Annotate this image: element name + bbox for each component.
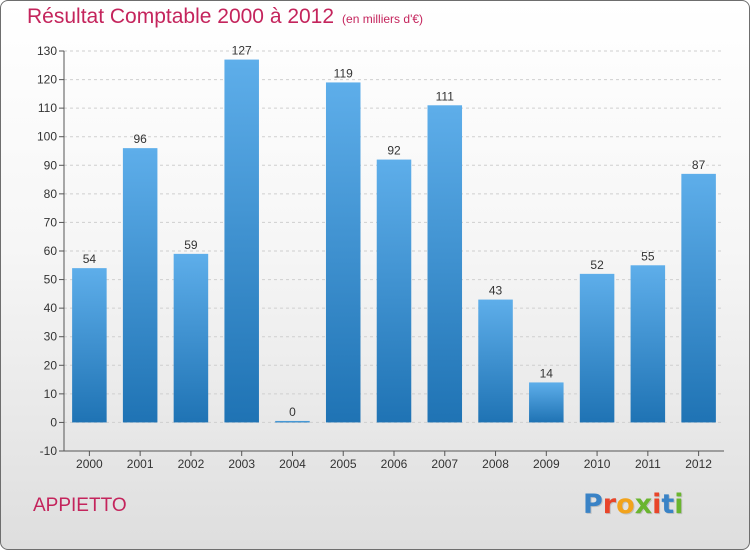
proxiti-logo[interactable]: Proxiti — [583, 489, 684, 520]
y-tick-label: 120 — [37, 73, 57, 87]
y-tick-label: 40 — [44, 301, 58, 315]
y-tick-label: 50 — [44, 273, 58, 287]
x-tick-label-2005: 2005 — [330, 457, 357, 471]
bar-2002 — [173, 253, 209, 423]
y-tick-label: -10 — [40, 444, 58, 458]
y-tick-label: 130 — [37, 44, 57, 58]
logo-letter: r — [602, 489, 617, 520]
logo-letter: i — [652, 489, 662, 520]
y-tick-label: 110 — [38, 101, 57, 115]
bar-2010 — [579, 273, 615, 423]
y-tick-label: 80 — [44, 187, 58, 201]
bar-2007 — [427, 105, 463, 423]
x-tick-label-2003: 2003 — [228, 457, 255, 471]
data-label-2009: 14 — [540, 366, 554, 380]
data-label-2011: 55 — [641, 249, 655, 263]
x-tick-label-2008: 2008 — [482, 457, 509, 471]
logo-letter: P — [583, 489, 603, 520]
data-label-2005: 119 — [334, 66, 353, 80]
x-tick-label-2011: 2011 — [635, 457, 661, 471]
data-label-2004: 0 — [289, 405, 296, 419]
x-tick-label-2006: 2006 — [381, 457, 408, 471]
y-tick-label: 30 — [44, 330, 58, 344]
bar-2012 — [681, 173, 716, 423]
x-tick-label-2010: 2010 — [584, 457, 611, 471]
bar-2006 — [376, 159, 412, 423]
y-tick-label: 90 — [44, 158, 58, 172]
bar-2009 — [529, 382, 564, 423]
bar-2011 — [630, 265, 666, 423]
y-tick-label: 20 — [44, 358, 58, 372]
bar-2000 — [72, 268, 107, 423]
data-label-2003: 127 — [232, 44, 252, 58]
x-tick-label-2009: 2009 — [533, 457, 560, 471]
x-tick-label-2001: 2001 — [127, 457, 154, 471]
y-tick-label: 60 — [44, 244, 58, 258]
x-tick-label-2002: 2002 — [178, 457, 205, 471]
chart-title-main: Résultat Comptable 2000 à 2012 — [27, 5, 335, 28]
x-tick-label-2007: 2007 — [431, 457, 458, 471]
data-label-2007: 111 — [436, 89, 455, 103]
y-tick-label: 10 — [44, 387, 58, 401]
y-tick-label: 70 — [44, 215, 58, 229]
bar-2005 — [325, 82, 361, 423]
logo-letter: o — [616, 489, 635, 520]
bar-2003 — [224, 59, 259, 423]
chart-title: Résultat Comptable 2000 à 2012 (en millie… — [27, 5, 423, 29]
logo-letter: x — [634, 489, 653, 520]
x-tick-label-2012: 2012 — [685, 457, 712, 471]
data-label-2006: 92 — [387, 144, 401, 158]
chart-title-unit: (en milliers d'€) — [342, 12, 424, 26]
x-tick-label-2004: 2004 — [279, 457, 306, 471]
bar-2008 — [478, 299, 513, 423]
y-tick-label: 100 — [37, 130, 57, 144]
data-label-2000: 54 — [83, 252, 97, 266]
bar-2001 — [122, 148, 158, 423]
commune-name: APPIETTO — [33, 495, 127, 516]
data-label-2010: 52 — [590, 258, 604, 272]
data-label-2002: 59 — [184, 238, 198, 252]
logo-letter: t — [661, 489, 675, 520]
data-label-2008: 43 — [489, 284, 503, 298]
data-label-2001: 96 — [133, 132, 147, 146]
data-label-2012: 87 — [692, 158, 706, 172]
logo-letter: i — [674, 489, 684, 520]
x-tick-label-2000: 2000 — [76, 457, 103, 471]
bar-2004 — [275, 420, 310, 423]
y-tick-label: 0 — [50, 415, 57, 429]
